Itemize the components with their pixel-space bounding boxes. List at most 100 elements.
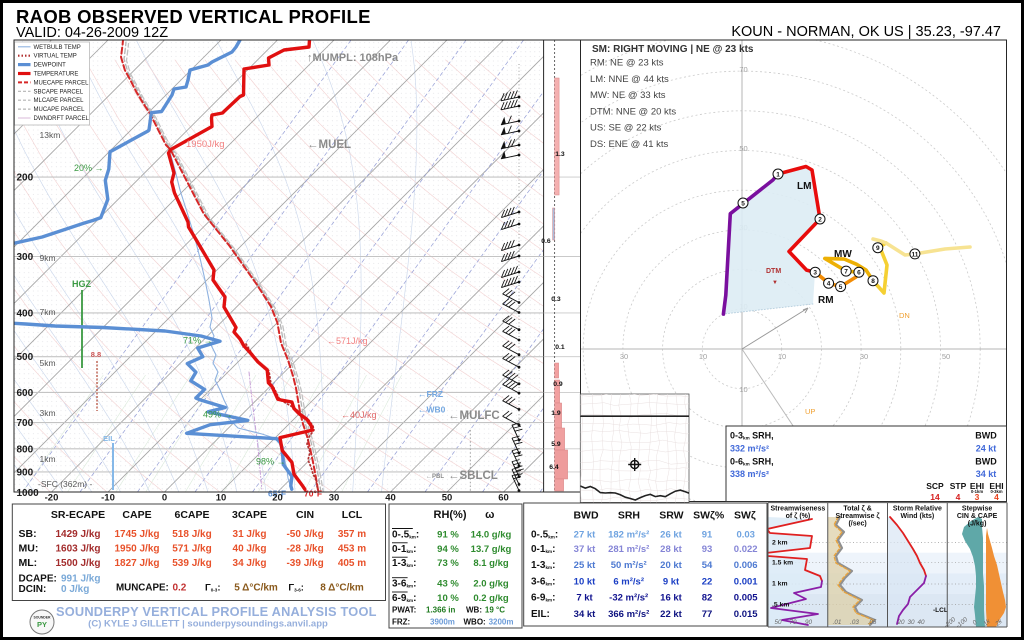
svg-text:27 kt: 27 kt <box>574 530 596 541</box>
svg-text:4: 4 <box>956 492 961 502</box>
svg-text:34 kt: 34 kt <box>976 469 997 479</box>
svg-text:CAPE: CAPE <box>122 509 151 521</box>
svg-text:50 m²/s²: 50 m²/s² <box>611 560 647 571</box>
svg-text:8 Δ°C/km: 8 Δ°C/km <box>320 583 364 594</box>
svg-text:10: 10 <box>739 385 747 394</box>
svg-text:1603 J/kg: 1603 J/kg <box>55 544 100 555</box>
svg-text:16 kt: 16 kt <box>660 593 682 604</box>
svg-text:4: 4 <box>994 492 999 502</box>
svg-text:SR-ECAPE: SR-ECAPE <box>51 509 105 521</box>
svg-text:1-3km:: 1-3km: <box>531 560 555 571</box>
svg-text:-28 J/kg: -28 J/kg <box>286 544 323 555</box>
svg-text:13km: 13km <box>40 130 61 140</box>
svg-text:DCAPE:: DCAPE: <box>19 574 57 585</box>
svg-text:49% →: 49% → <box>203 410 233 420</box>
svg-text:0.6: 0.6 <box>541 238 551 245</box>
svg-text:-39 J/kg: -39 J/kg <box>286 558 323 569</box>
svg-text:DS: ENE @ 41 kts: DS: ENE @ 41 kts <box>590 139 669 150</box>
svg-text:ω: ω <box>485 509 494 521</box>
svg-text:4: 4 <box>827 281 831 288</box>
svg-text:8: 8 <box>871 278 875 285</box>
svg-text:1745 J/kg: 1745 J/kg <box>114 529 159 540</box>
svg-text:300: 300 <box>17 252 34 263</box>
svg-text:0: 0 <box>162 493 167 504</box>
svg-text:0-.5km:: 0-.5km: <box>531 530 558 541</box>
svg-text:366 m²/s²: 366 m²/s² <box>608 609 649 620</box>
svg-text:VALID: 04-26-2009 12Z: VALID: 04-26-2009 12Z <box>16 25 168 41</box>
svg-text:7: 7 <box>844 269 848 276</box>
svg-text:82: 82 <box>702 593 713 604</box>
svg-text:1.5 km: 1.5 km <box>772 560 793 567</box>
svg-text:SWζ: SWζ <box>734 510 756 522</box>
svg-text:30: 30 <box>860 352 868 361</box>
svg-text:1827 J/kg: 1827 J/kg <box>114 558 159 569</box>
svg-text:28 kt: 28 kt <box>660 544 682 555</box>
svg-text:1.9: 1.9 <box>551 410 561 417</box>
svg-text:70: 70 <box>789 619 797 626</box>
svg-text:DTM: NNE @ 20 kts: DTM: NNE @ 20 kts <box>590 106 676 117</box>
svg-text:MUNCAPE:: MUNCAPE: <box>116 583 169 594</box>
svg-text:90: 90 <box>805 619 813 626</box>
svg-text:91 %: 91 % <box>437 530 459 541</box>
svg-text:6-9km:: 6-9km: <box>392 593 416 604</box>
svg-text:0.9: 0.9 <box>553 381 563 388</box>
svg-text:400: 400 <box>17 308 34 319</box>
svg-text:UP: UP <box>805 407 815 416</box>
svg-text:←MULFC: ←MULFC <box>448 410 500 422</box>
svg-text:0.2: 0.2 <box>172 583 186 594</box>
svg-text:MU:: MU: <box>19 543 39 555</box>
svg-text:338 m²/s²: 338 m²/s² <box>730 469 769 479</box>
svg-text:73 %: 73 % <box>437 558 459 569</box>
svg-text:LCL: LCL <box>342 509 363 521</box>
svg-text:7 kt: 7 kt <box>576 593 593 604</box>
svg-text:24 kt: 24 kt <box>976 444 997 454</box>
svg-text:8.1 g/kg: 8.1 g/kg <box>473 558 509 569</box>
svg-text:0.1: 0.1 <box>555 344 565 351</box>
svg-text:SBCAPE PARCEL: SBCAPE PARCEL <box>34 89 84 95</box>
svg-text:3-6km:: 3-6km: <box>531 576 555 587</box>
svg-text:←40J/kg: ←40J/kg <box>341 410 377 420</box>
svg-text:EIL:: EIL: <box>531 609 550 620</box>
svg-text:MUECAPE PARCEL: MUECAPE PARCEL <box>34 80 90 86</box>
svg-text:10 kt: 10 kt <box>574 576 596 587</box>
svg-text:↑MUMPL: 108hPa: ↑MUMPL: 108hPa <box>307 52 399 64</box>
svg-text:SCP: SCP <box>926 481 944 491</box>
svg-text:VIRTUAL TEMP: VIRTUAL TEMP <box>34 54 77 60</box>
svg-text:9: 9 <box>876 245 880 252</box>
svg-text:5km: 5km <box>40 358 56 368</box>
svg-text:MUCAPE PARCEL: MUCAPE PARCEL <box>34 107 86 113</box>
svg-text:PWAT:: PWAT: <box>392 606 416 615</box>
svg-text:518 J/kg: 518 J/kg <box>172 529 211 540</box>
svg-text:BWD: BWD <box>975 456 997 466</box>
svg-text:Streamwiseness: Streamwiseness <box>770 506 825 513</box>
svg-text:←SBLCL: ←SBLCL <box>448 470 498 482</box>
svg-text:RM: NE @ 23 kts: RM: NE @ 23 kts <box>590 58 664 69</box>
svg-text:991 J/kg: 991 J/kg <box>61 574 100 585</box>
svg-text:30: 30 <box>907 619 915 626</box>
svg-text:43 %: 43 % <box>437 579 459 590</box>
svg-text:9km: 9km <box>40 253 56 263</box>
svg-text:3900m: 3900m <box>430 618 455 627</box>
svg-text:1.366 in: 1.366 in <box>426 606 455 615</box>
svg-text:MW: MW <box>834 249 852 260</box>
svg-text:RAOB OBSERVED VERTICAL PROFILE: RAOB OBSERVED VERTICAL PROFILE <box>16 6 371 27</box>
svg-text:WB:: WB: <box>466 606 482 615</box>
svg-text:34 kt: 34 kt <box>574 609 596 620</box>
svg-text:3-6km:: 3-6km: <box>392 579 416 590</box>
svg-text:37 kt: 37 kt <box>574 544 596 555</box>
svg-text:50: 50 <box>774 619 782 626</box>
svg-text:←571J/kg: ←571J/kg <box>327 336 368 346</box>
svg-text:0: 0 <box>971 619 979 627</box>
svg-text:-20: -20 <box>45 493 59 504</box>
svg-text:2: 2 <box>818 216 822 223</box>
svg-text:40: 40 <box>917 619 925 626</box>
svg-text:-10: -10 <box>101 493 115 504</box>
svg-text:SWζ%: SWζ% <box>693 510 725 522</box>
svg-text:SB:: SB: <box>19 528 37 540</box>
svg-text:MLCAPE PARCEL: MLCAPE PARCEL <box>34 98 85 104</box>
svg-text:30: 30 <box>329 493 340 504</box>
svg-text:.5 km: .5 km <box>772 601 789 608</box>
svg-text:22: 22 <box>702 576 713 587</box>
svg-text:14: 14 <box>930 492 940 502</box>
svg-text:0.03: 0.03 <box>736 530 755 541</box>
